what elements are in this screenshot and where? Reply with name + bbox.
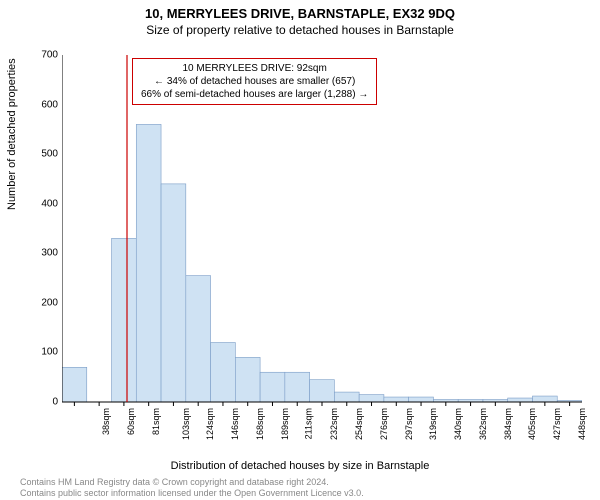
y-tick: 600 bbox=[26, 99, 58, 110]
histogram-plot bbox=[62, 50, 582, 420]
y-tick: 0 bbox=[26, 397, 58, 408]
x-tick: 38sqm bbox=[101, 408, 111, 435]
x-tick: 340sqm bbox=[453, 408, 463, 440]
page-title: 10, MERRYLEES DRIVE, BARNSTAPLE, EX32 9D… bbox=[0, 0, 600, 21]
y-tick: 500 bbox=[26, 149, 58, 160]
x-tick: 232sqm bbox=[329, 408, 339, 440]
x-tick: 362sqm bbox=[478, 408, 488, 440]
marker-callout: 10 MERRYLEES DRIVE: 92sqm ← 34% of detac… bbox=[132, 58, 377, 105]
x-tick: 405sqm bbox=[527, 408, 537, 440]
x-tick: 448sqm bbox=[577, 408, 587, 440]
callout-line3: 66% of semi-detached houses are larger (… bbox=[141, 88, 368, 101]
x-tick: 297sqm bbox=[404, 408, 414, 440]
x-tick: 384sqm bbox=[503, 408, 513, 440]
y-tick: 300 bbox=[26, 248, 58, 259]
x-tick: 189sqm bbox=[280, 408, 290, 440]
x-tick: 427sqm bbox=[552, 408, 562, 440]
x-tick: 254sqm bbox=[354, 408, 364, 440]
x-tick: 146sqm bbox=[230, 408, 240, 440]
y-tick: 200 bbox=[26, 297, 58, 308]
footer-line1: Contains HM Land Registry data © Crown c… bbox=[20, 477, 364, 487]
footer-attribution: Contains HM Land Registry data © Crown c… bbox=[20, 477, 364, 498]
x-tick: 103sqm bbox=[181, 408, 191, 440]
x-tick: 276sqm bbox=[379, 408, 389, 440]
x-tick: 124sqm bbox=[205, 408, 215, 440]
chart-container: 10, MERRYLEES DRIVE, BARNSTAPLE, EX32 9D… bbox=[0, 0, 600, 500]
x-tick: 211sqm bbox=[304, 408, 314, 439]
x-tick: 60sqm bbox=[126, 408, 136, 435]
callout-line1: 10 MERRYLEES DRIVE: 92sqm bbox=[141, 62, 368, 75]
x-tick: 168sqm bbox=[255, 408, 265, 440]
x-axis-label: Distribution of detached houses by size … bbox=[0, 460, 600, 472]
y-tick: 100 bbox=[26, 347, 58, 358]
x-tick: 319sqm bbox=[428, 408, 438, 440]
x-tick: 81sqm bbox=[151, 408, 161, 435]
y-tick: 700 bbox=[26, 50, 58, 61]
chart-area: 10 MERRYLEES DRIVE: 92sqm ← 34% of detac… bbox=[62, 50, 582, 420]
callout-line2: ← 34% of detached houses are smaller (65… bbox=[141, 75, 368, 88]
page-subtitle: Size of property relative to detached ho… bbox=[0, 21, 600, 41]
y-tick: 400 bbox=[26, 198, 58, 209]
footer-line2: Contains public sector information licen… bbox=[20, 488, 364, 498]
y-axis-label: Number of detached properties bbox=[6, 58, 18, 210]
